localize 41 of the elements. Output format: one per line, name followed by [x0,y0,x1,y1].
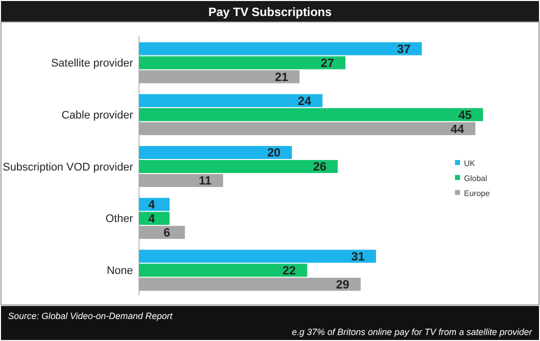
data-label: 6 [164,226,171,240]
bar [139,174,224,187]
data-label: 11 [198,174,212,188]
bar [139,212,170,225]
data-label: 29 [336,277,350,292]
bar [139,56,346,70]
y-tick-label: Other [105,213,134,226]
data-label: 45 [458,108,472,122]
data-label: 37 [397,42,411,56]
bar [139,108,483,122]
data-label: 31 [351,249,365,264]
bar [139,70,300,84]
bar [139,278,361,291]
data-label: 22 [282,263,296,278]
y-tick-label: Cable provider [61,109,134,122]
text: e.g 37% of Britons online pay for TV from a satellite provider [292,327,533,337]
bar [139,94,322,108]
data-label: 4 [148,198,156,212]
bar [139,42,422,56]
data-label: 21 [274,70,289,84]
legend-label: Global [464,174,488,183]
data-label: 26 [313,160,327,174]
data-label: 20 [267,146,281,160]
legend-label: UK [464,158,476,168]
data-label: 4 [148,212,156,226]
y-tick-label: Satellite provider [51,58,134,70]
bar [139,160,338,173]
bar [139,226,185,239]
y-tick-label: None [106,265,133,278]
bar [139,250,376,263]
chart-title: Pay TV Subscriptions [208,5,332,20]
source-note: Source: Global Video-on-Demand Report [8,311,173,321]
bar [139,198,170,211]
bar [139,264,308,277]
data-label: 44 [450,122,464,136]
legend-label: Europe [464,188,490,198]
data-label: 24 [298,94,312,108]
bar [139,146,292,159]
bar [139,122,476,136]
y-tick-label: Subscription VOD provider [2,161,134,174]
data-label: 27 [320,56,334,70]
